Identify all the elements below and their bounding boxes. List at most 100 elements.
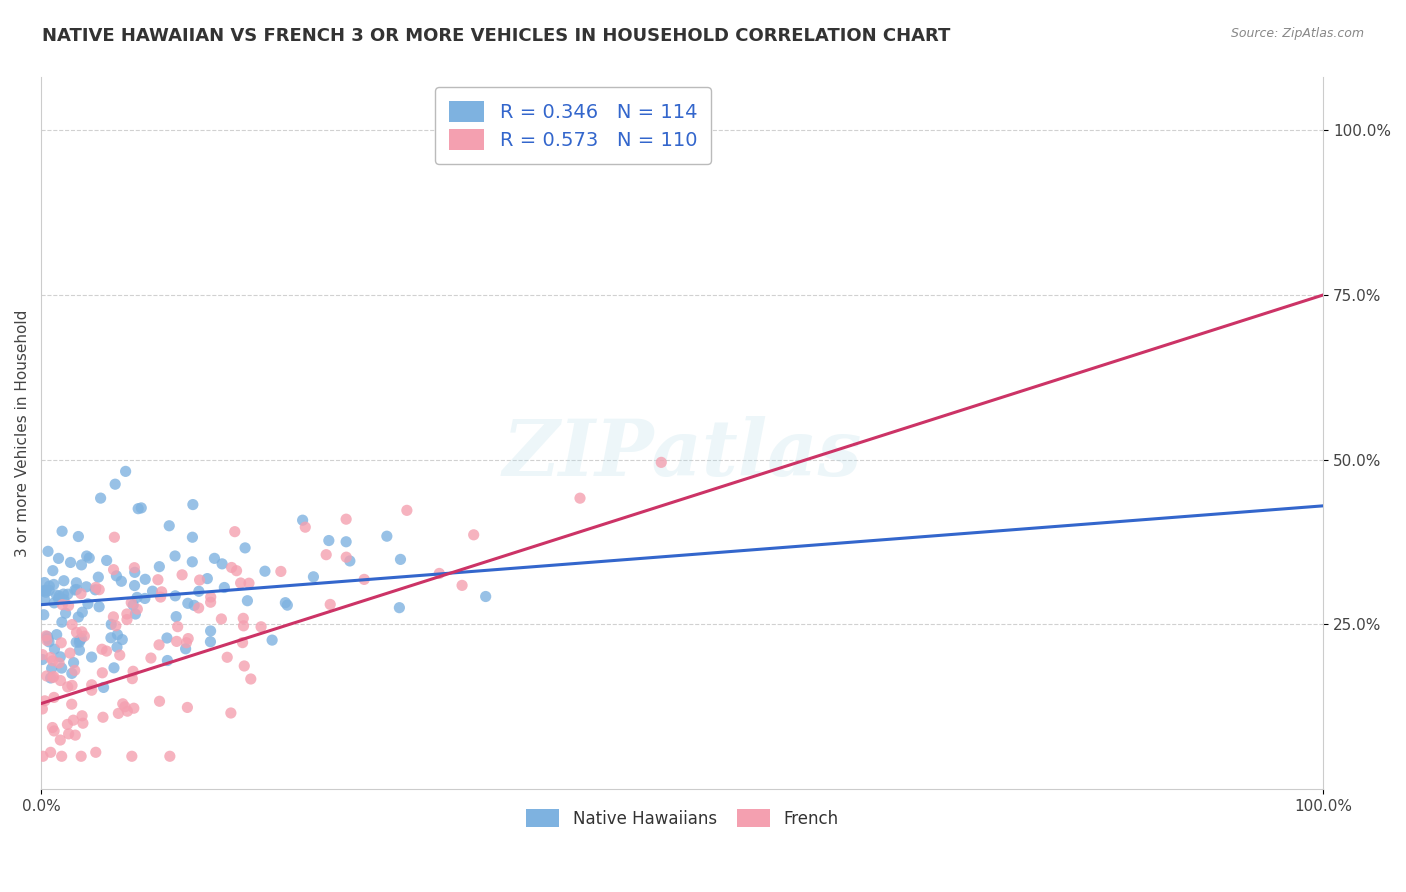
Point (159, 749, 181, 764)
Point (60, 697, 83, 711)
Point (35, 633, 58, 648)
Point (73, 629, 96, 643)
Point (35, 669, 58, 683)
Point (69, 633, 91, 648)
Point (70, 558, 93, 572)
Point (395, 503, 418, 517)
Point (63, 664, 86, 678)
Point (134, 572, 156, 586)
Point (121, 672, 143, 686)
Point (232, 635, 254, 649)
Point (41, 654, 63, 668)
Point (84, 581, 107, 595)
Point (200, 595, 222, 609)
Point (91, 710, 114, 724)
Point (474, 590, 496, 604)
Point (335, 550, 357, 565)
Point (31, 702, 53, 716)
Point (100, 631, 122, 645)
Point (148, 638, 170, 652)
Point (319, 598, 342, 612)
Point (233, 659, 256, 673)
Point (427, 566, 450, 581)
Point (35, 583, 58, 598)
Point (120, 596, 142, 610)
Point (274, 596, 297, 610)
Point (80, 678, 103, 692)
Point (38, 579, 60, 593)
Point (45, 627, 67, 641)
Point (72, 716, 94, 731)
Point (51, 749, 73, 764)
Point (76, 549, 98, 563)
Point (188, 573, 211, 587)
Point (148, 559, 170, 574)
Point (49, 673, 72, 688)
Point (48, 656, 70, 670)
Point (451, 578, 474, 592)
Point (90, 491, 112, 505)
Point (183, 599, 205, 613)
Text: ZIPatlas: ZIPatlas (502, 417, 862, 493)
Point (125, 591, 148, 605)
Point (195, 572, 218, 586)
Point (166, 634, 188, 648)
Point (48, 591, 70, 606)
Point (72, 605, 94, 619)
Point (124, 607, 146, 621)
Point (219, 706, 242, 720)
Point (67, 610, 90, 624)
Point (70, 632, 93, 646)
Point (77, 597, 100, 611)
Point (42, 564, 65, 578)
Point (62, 713, 84, 727)
Point (114, 464, 136, 478)
Point (38, 635, 60, 649)
Point (52, 587, 75, 601)
Point (129, 500, 152, 515)
Point (32, 749, 55, 764)
Point (55, 606, 77, 620)
Point (569, 491, 592, 505)
Point (353, 573, 375, 587)
Point (77, 551, 100, 566)
Point (148, 694, 170, 708)
Point (70, 708, 93, 723)
Point (65, 575, 87, 590)
Point (262, 633, 284, 648)
Point (42, 669, 65, 683)
Point (87, 599, 110, 614)
Point (389, 552, 412, 566)
Point (58, 727, 80, 741)
Point (174, 641, 197, 656)
Point (34, 575, 56, 590)
Point (51, 636, 73, 650)
Point (124, 560, 146, 574)
Point (62, 656, 84, 670)
Y-axis label: 3 or more Vehicles in Household: 3 or more Vehicles in Household (15, 310, 30, 557)
Point (41, 721, 63, 735)
Point (91, 642, 114, 657)
Point (122, 701, 145, 715)
Point (42, 723, 65, 738)
Point (166, 620, 188, 634)
Point (44, 642, 66, 657)
Point (37, 630, 59, 644)
Point (103, 530, 125, 544)
Point (209, 612, 232, 626)
Point (276, 598, 298, 612)
Point (204, 551, 226, 566)
Point (45, 588, 67, 602)
Point (59, 556, 82, 570)
Point (67, 529, 90, 543)
Point (35, 629, 58, 643)
Point (146, 573, 169, 587)
Point (39, 745, 62, 759)
Point (60, 666, 83, 681)
Point (65, 582, 87, 597)
Point (181, 530, 204, 544)
Point (42, 690, 65, 705)
Point (107, 627, 129, 641)
Point (302, 570, 325, 584)
Point (34, 694, 56, 708)
